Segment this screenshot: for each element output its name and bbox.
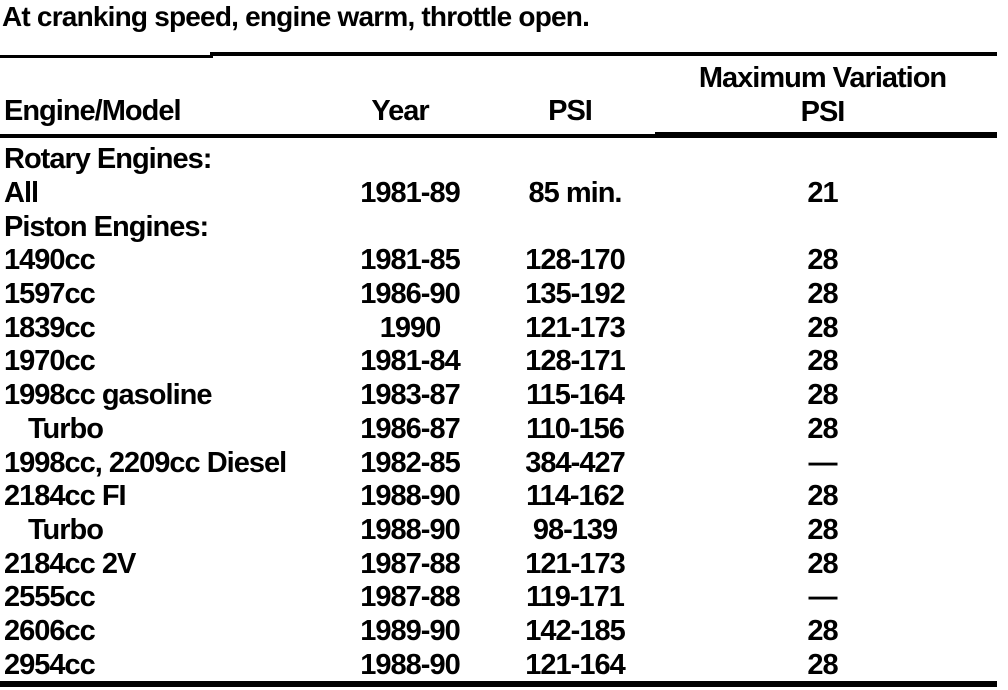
max-variation-cell: 28 <box>807 345 838 378</box>
engine-model-cell: 2555cc <box>4 581 96 614</box>
max-variation-cell: 28 <box>807 412 838 445</box>
engine-model-cell: 1490cc <box>4 244 96 277</box>
psi-cell: 115-164 <box>526 379 625 412</box>
psi-cell: 142-185 <box>525 614 625 647</box>
engine-model-cell: Rotary Engines: <box>4 143 212 176</box>
engine-model-cell: 1597cc <box>4 278 96 311</box>
table-row: Turbo 1986-87 110-156 28 <box>0 413 1008 447</box>
engine-model-cell: Turbo <box>28 513 104 546</box>
year-cell: 1987-88 <box>360 547 460 580</box>
max-variation-cell: 28 <box>807 311 838 344</box>
engine-model-cell: 2184cc 2V <box>4 547 136 580</box>
table-row: 1970cc 1981-84 128-171 28 <box>0 345 1008 379</box>
engine-model-cell: Piston Engines: <box>4 210 209 243</box>
table-row: 1998cc gasoline 1983-87 115-164 28 <box>0 379 1008 413</box>
psi-cell <box>490 210 660 244</box>
table-row: Rotary Engines: <box>0 143 1008 177</box>
intro-text: At cranking speed, engine warm, throttle… <box>2 1 590 32</box>
header-max-variation: Maximum Variation PSI <box>690 61 955 129</box>
psi-cell: 121-173 <box>525 311 625 344</box>
max-variation-cell: 21 <box>807 177 838 210</box>
year-cell: 1989-90 <box>360 614 460 647</box>
year-cell: 1988-90 <box>360 648 460 681</box>
engine-model-cell: 2606cc <box>4 614 96 647</box>
table-row: 1597cc 1986-90 135-192 28 <box>0 278 1008 312</box>
max-variation-cell: 28 <box>807 278 838 311</box>
year-cell: 1981-84 <box>360 345 460 378</box>
engine-model-cell: 2184cc FI <box>4 480 127 513</box>
max-variation-cell: 28 <box>807 547 838 580</box>
table-row: 1839cc 1990 121-173 28 <box>0 311 1008 345</box>
year-cell: 1990 <box>379 311 442 344</box>
psi-cell: 98-139 <box>532 513 618 546</box>
top-rule-left-segment <box>0 55 213 58</box>
table-row: 2555cc 1987-88 119-171 — <box>0 581 1008 615</box>
header-rule-right-segment <box>655 132 997 138</box>
engine-model-cell: 1998cc, 2209cc Diesel <box>4 446 287 479</box>
table-row: 1490cc 1981-85 128-170 28 <box>0 244 1008 278</box>
psi-cell: 121-173 <box>525 547 625 580</box>
year-cell: 1981-89 <box>360 177 460 210</box>
psi-cell <box>490 143 660 177</box>
header-max-variation-line2: PSI <box>800 96 846 128</box>
year-cell: 1986-87 <box>360 412 460 445</box>
year-cell: 1988-90 <box>360 513 460 546</box>
max-variation-cell: 28 <box>807 648 838 681</box>
table-row: All 1981-89 85 min. 21 <box>0 177 1008 211</box>
bottom-rule <box>0 681 997 687</box>
engine-model-cell: All <box>4 177 39 210</box>
psi-cell: 135-192 <box>525 278 625 311</box>
top-rule-right-segment <box>210 52 997 56</box>
psi-cell: 110-156 <box>526 412 625 445</box>
header-rule-left-segment <box>0 134 660 138</box>
psi-cell: 128-170 <box>525 244 625 277</box>
max-variation-cell: 28 <box>807 379 838 412</box>
table-row: 2954cc 1988-90 121-164 28 <box>0 648 1008 682</box>
header-max-variation-line1: Maximum Variation <box>698 62 947 94</box>
psi-cell: 114-162 <box>526 480 625 513</box>
max-variation-cell: 28 <box>807 480 838 513</box>
table-row: Piston Engines: <box>0 210 1008 244</box>
year-cell <box>325 210 495 244</box>
max-variation-cell <box>740 210 905 244</box>
year-cell: 1983-87 <box>360 379 460 412</box>
max-variation-cell: — <box>808 446 838 479</box>
table-row: Turbo 1988-90 98-139 28 <box>0 514 1008 548</box>
table-body: Rotary Engines: All 1981-89 85 min. 21 P… <box>0 143 1008 682</box>
year-cell <box>325 143 495 177</box>
psi-cell: 85 min. <box>528 177 623 210</box>
max-variation-cell: 28 <box>807 513 838 546</box>
psi-cell: 119-171 <box>526 581 625 614</box>
year-cell: 1981-85 <box>360 244 460 277</box>
engine-model-cell: 1998cc gasoline <box>4 379 212 412</box>
max-variation-cell: 28 <box>807 244 838 277</box>
header-engine-model: Engine/Model <box>4 95 181 127</box>
table-row: 2184cc FI 1988-90 114-162 28 <box>0 480 1008 514</box>
psi-cell: 121-164 <box>525 648 625 681</box>
max-variation-cell <box>740 143 905 177</box>
header-year: Year <box>371 95 429 127</box>
header-psi: PSI <box>548 95 593 127</box>
year-cell: 1987-88 <box>360 581 460 614</box>
table-row: 1998cc, 2209cc Diesel 1982-85 384-427 — <box>0 446 1008 480</box>
engine-model-cell: Turbo <box>28 412 104 445</box>
table-row: 2606cc 1989-90 142-185 28 <box>0 615 1008 649</box>
year-cell: 1988-90 <box>360 480 460 513</box>
psi-cell: 384-427 <box>525 446 625 479</box>
year-cell: 1986-90 <box>360 278 460 311</box>
max-variation-cell: 28 <box>807 614 838 647</box>
year-cell: 1982-85 <box>360 446 460 479</box>
engine-model-cell: 1839cc <box>4 311 96 344</box>
engine-model-cell: 2954cc <box>4 648 96 681</box>
max-variation-cell: — <box>808 581 838 614</box>
table-row: 2184cc 2V 1987-88 121-173 28 <box>0 547 1008 581</box>
psi-cell: 128-171 <box>525 345 625 378</box>
engine-model-cell: 1970cc <box>4 345 96 378</box>
